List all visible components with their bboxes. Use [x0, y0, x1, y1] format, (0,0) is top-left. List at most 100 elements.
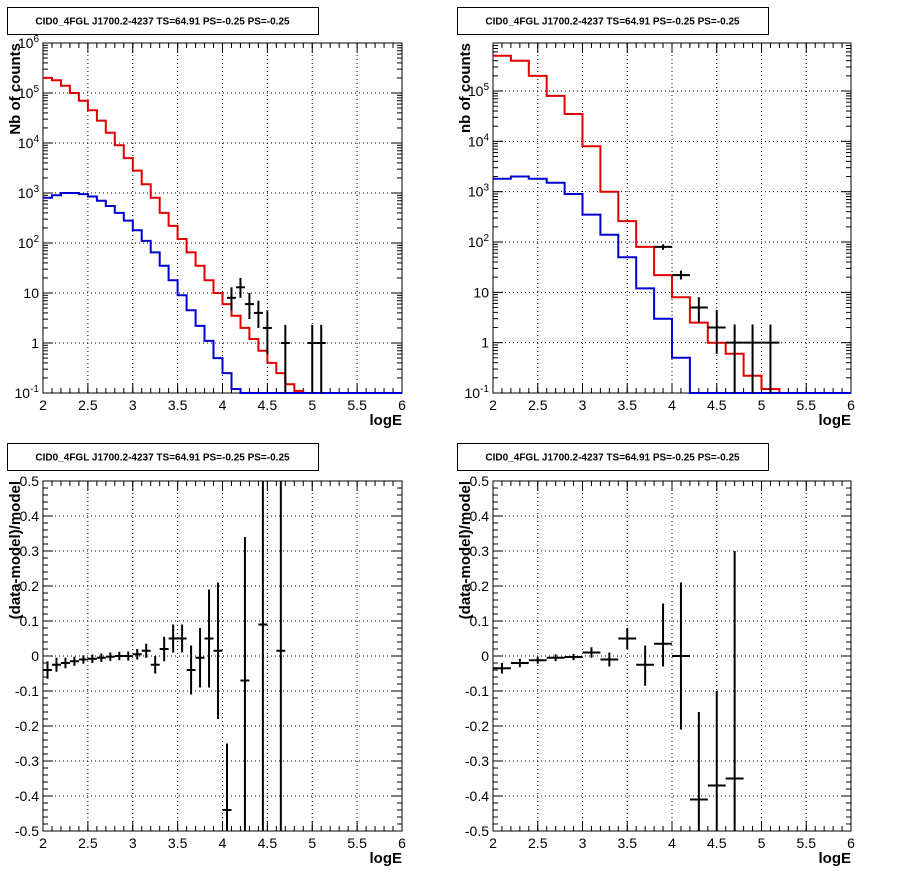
y-tick-label-exponent: 5	[483, 82, 489, 93]
y-tick-label: 105	[468, 82, 490, 99]
data-point	[707, 691, 726, 831]
data-point	[725, 324, 744, 393]
x-tick-label: 4.5	[707, 835, 727, 851]
plot-frame	[42, 42, 403, 394]
y-tick-label-exponent: 3	[483, 183, 489, 194]
x-tick-label: 2	[489, 835, 497, 851]
y-tick-label-exponent: 2	[33, 234, 39, 245]
y-tick-label-base: 10	[468, 83, 484, 99]
data-point	[280, 324, 290, 393]
y-tick-label: 10	[23, 285, 39, 301]
chart-title-box	[7, 7, 319, 35]
x-tick-label: 2	[39, 397, 47, 413]
y-tick-label: -0.2	[465, 718, 489, 734]
chart-title-box	[7, 443, 319, 471]
data-point	[253, 300, 263, 328]
y-tick-label: 0	[31, 648, 39, 664]
chart-title: CID0_4FGL J1700.2-4237 TS=64.91 PS=-0.25…	[485, 17, 740, 28]
y-tick-label-base: 10	[18, 135, 34, 151]
model-component-histogram	[43, 192, 402, 394]
y-tick-label-base: 10	[468, 234, 484, 250]
x-tick-label: 4	[668, 835, 676, 851]
data-point	[240, 537, 250, 831]
data-point	[186, 645, 196, 695]
y-tick-label-exponent: 5	[33, 84, 39, 95]
y-tick-label: 102	[18, 234, 40, 251]
data-point	[672, 270, 690, 280]
x-tick-label: 6	[398, 397, 406, 413]
y-tick-label-base: 10	[465, 385, 481, 401]
x-tick-label: 3	[579, 397, 587, 413]
y-tick-label-exponent: 6	[33, 34, 39, 45]
y-tick-label-exponent: 3	[33, 184, 39, 195]
x-tick-label: 5.5	[347, 397, 367, 413]
data-point	[204, 589, 214, 688]
y-tick-label: 0.3	[20, 543, 40, 559]
x-tick-label: 3.5	[168, 835, 188, 851]
x-tick-label: 2	[39, 835, 47, 851]
x-tick-label: 3	[129, 835, 137, 851]
y-tick-label: 105	[18, 84, 40, 101]
x-tick-label: 4.5	[258, 397, 278, 413]
y-tick-label: 104	[18, 134, 40, 151]
data-point	[689, 712, 708, 831]
y-tick-label-base: 10	[18, 85, 34, 101]
y-axis-label: (data-model)/model	[7, 481, 24, 619]
data-point	[244, 293, 254, 320]
data-point	[105, 652, 115, 661]
data-point	[654, 603, 672, 667]
y-tick-label-base: 10	[468, 184, 484, 200]
y-tick-label: 0.4	[470, 508, 490, 524]
data-point	[87, 654, 97, 663]
y-tick-label: -0.2	[15, 718, 39, 734]
data-point	[168, 624, 178, 653]
y-tick-label: 0.2	[20, 578, 40, 594]
y-tick-label-exponent: 2	[483, 233, 489, 244]
chart-panel-residuals-left: 2 2.5 3 3.5 4 4.5 5 5.5 6 -0.5 -0.4 -0.3 -0.2 -0.1 0 0.…	[0, 437, 449, 875]
y-tick-label: -0.4	[15, 788, 39, 804]
chart-title-box	[457, 443, 769, 471]
data-point	[510, 658, 529, 668]
y-tick-label-base: 10	[468, 133, 484, 149]
y-tick-label: 0.1	[470, 613, 490, 629]
x-axis-label: logE	[819, 850, 852, 867]
chart-svg: 2 2.5 3 3.5 4 4.5 5 5.5 6 -0.5 -0.4 -0.3 -0.2 -0.1 0 0.…	[457, 443, 855, 867]
x-tick-label: 5	[758, 835, 766, 851]
y-tick-label-exponent: -1	[480, 384, 489, 395]
x-tick-label: 6	[398, 835, 406, 851]
data-point	[582, 647, 601, 658]
data-point	[636, 645, 655, 686]
x-tick-label: 5.5	[797, 397, 817, 413]
x-axis-label: logE	[370, 850, 403, 867]
data-point	[60, 657, 70, 669]
data-point	[43, 661, 52, 679]
y-tick-label: 103	[18, 184, 40, 201]
y-tick-label: -0.1	[465, 683, 489, 699]
data-point	[195, 628, 205, 688]
y-tick-label: 10-1	[465, 384, 490, 401]
x-tick-label: 3.5	[618, 835, 638, 851]
data-point	[493, 663, 511, 674]
y-tick-label: 1	[481, 335, 489, 351]
y-tick-label: 10-1	[15, 384, 40, 401]
data-point	[213, 582, 223, 719]
chart-title: CID0_4FGL J1700.2-4237 TS=64.91 PS=-0.25…	[35, 17, 290, 28]
x-tick-label: 5.5	[797, 835, 817, 851]
y-tick-label: 10	[473, 284, 489, 300]
x-tick-label: 3	[129, 397, 137, 413]
x-tick-label: 4.5	[258, 835, 278, 851]
data-point	[123, 651, 133, 661]
data-point	[689, 297, 708, 323]
y-tick-label: 104	[468, 132, 490, 149]
x-tick-label: 2.5	[528, 397, 548, 413]
data-point	[177, 624, 187, 653]
x-tick-label: 5	[308, 835, 316, 851]
chart-title: CID0_4FGL J1700.2-4237 TS=64.91 PS=-0.25…	[485, 453, 740, 464]
x-axis-label: logE	[819, 412, 852, 429]
y-tick-label: 0.2	[470, 578, 490, 594]
y-tick-label-exponent: 4	[33, 134, 39, 145]
plot-frame	[42, 480, 403, 832]
y-tick-label: -0.3	[15, 753, 39, 769]
model-total-histogram	[43, 76, 402, 394]
data-point	[159, 636, 169, 662]
